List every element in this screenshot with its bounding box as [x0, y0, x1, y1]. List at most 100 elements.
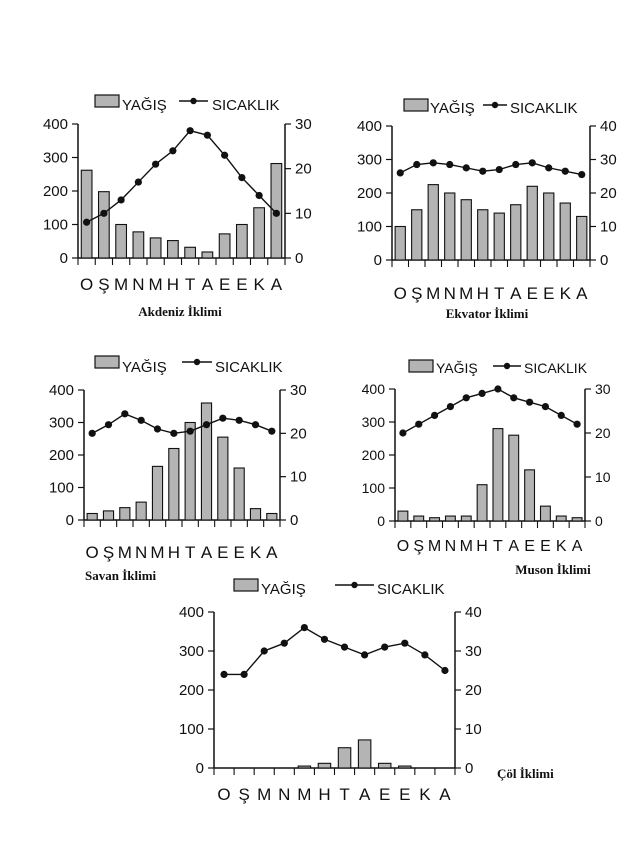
- month-label: Ş: [238, 785, 249, 804]
- sicaklik-point: [251, 421, 260, 429]
- right-tick-label: 0: [465, 760, 473, 777]
- chart-caption: Ekvator İklimi: [446, 306, 529, 321]
- month-label: O: [86, 543, 99, 562]
- left-tick-label: 100: [43, 217, 68, 234]
- month-label: N: [445, 538, 457, 555]
- yagis-bar: [217, 436, 229, 521]
- yagis-bar: [543, 192, 555, 261]
- month-label: A: [271, 275, 283, 294]
- right-tick-label: 0: [595, 513, 603, 529]
- month-label: E: [527, 284, 538, 303]
- sicaklik-point: [578, 170, 586, 179]
- sicaklik-point: [401, 639, 409, 647]
- left-tick-label: 400: [179, 604, 204, 621]
- sicaklik-point: [495, 165, 503, 174]
- month-label: E: [233, 543, 244, 562]
- month-label: M: [426, 284, 440, 303]
- sicaklik-point: [221, 151, 229, 159]
- sicaklik-point: [255, 191, 263, 200]
- month-label: E: [219, 275, 230, 294]
- right-tick-label: 0: [600, 252, 608, 269]
- sicaklik-point: [462, 394, 470, 402]
- sicaklik-point: [479, 167, 487, 175]
- sicaklik-point: [525, 398, 534, 406]
- left-tick-label: 200: [357, 185, 382, 202]
- month-label: M: [257, 785, 271, 804]
- sicaklik-point: [446, 160, 454, 169]
- month-label: Ş: [413, 538, 424, 555]
- right-tick-label: 20: [595, 425, 611, 441]
- right-tick-label: 40: [600, 118, 617, 135]
- yagis-bar: [394, 225, 406, 261]
- month-label: H: [477, 284, 489, 303]
- month-label: T: [185, 543, 195, 562]
- yagis-bar: [297, 765, 312, 769]
- yagis-bar: [86, 512, 98, 521]
- month-label: T: [339, 785, 349, 804]
- month-label: K: [253, 275, 265, 294]
- sicaklik-point: [413, 160, 421, 169]
- month-label: E: [217, 543, 228, 562]
- legend-label-sicaklik: SICAKLIK: [377, 581, 445, 598]
- month-label: O: [217, 785, 230, 804]
- left-tick-label: 300: [43, 150, 68, 167]
- month-label: A: [439, 785, 451, 804]
- yagis-bar: [524, 469, 536, 522]
- sicaklik-point: [381, 643, 389, 651]
- left-tick-label: 400: [357, 118, 382, 135]
- month-label: Ş: [411, 284, 422, 303]
- sicaklik-point: [528, 159, 536, 167]
- yagis-bar: [413, 515, 425, 522]
- legend-line-marker: [503, 362, 511, 370]
- month-label: M: [114, 275, 128, 294]
- sicaklik-point: [235, 416, 243, 424]
- right-tick-label: 0: [295, 250, 303, 267]
- right-tick-label: 10: [600, 219, 617, 236]
- sicaklik-point: [512, 160, 520, 169]
- left-tick-label: 200: [49, 447, 74, 464]
- left-tick-label: 100: [357, 219, 382, 236]
- month-label: A: [202, 275, 214, 294]
- sicaklik-line: [86, 129, 277, 223]
- chart-caption: Akdeniz İklimi: [138, 304, 222, 319]
- month-label: K: [419, 785, 431, 804]
- yagis-bar: [249, 508, 262, 521]
- left-tick-label: 400: [362, 381, 386, 397]
- left-tick-label: 0: [374, 252, 382, 269]
- yagis-bar: [377, 762, 392, 769]
- legend-line-marker: [190, 97, 197, 105]
- month-label: A: [510, 284, 522, 303]
- legend-bar-swatch: [94, 94, 120, 108]
- month-label: M: [150, 543, 164, 562]
- sicaklik-point: [104, 421, 113, 429]
- month-label: N: [135, 543, 147, 562]
- month-label: M: [459, 284, 473, 303]
- month-label: E: [379, 785, 390, 804]
- left-tick-label: 0: [60, 250, 68, 267]
- sicaklik-point: [153, 425, 162, 433]
- month-label: H: [167, 275, 179, 294]
- legend-line-marker: [351, 581, 358, 589]
- legend-label-yagis: YAĞIŞ: [122, 97, 167, 114]
- sicaklik-point: [541, 403, 550, 411]
- sicaklik-point: [169, 147, 177, 155]
- yagis-bar: [115, 223, 128, 259]
- yagis-bar: [184, 246, 197, 259]
- month-label: E: [543, 284, 554, 303]
- yagis-bar: [168, 447, 180, 521]
- sicaklik-point: [441, 666, 449, 675]
- yagis-bar: [166, 240, 179, 259]
- month-label: M: [149, 275, 163, 294]
- yagis-bar: [559, 202, 571, 261]
- yagis-bar: [218, 233, 231, 259]
- left-tick-label: 100: [179, 721, 204, 738]
- legend-label-sicaklik: SICAKLIK: [524, 360, 588, 376]
- left-tick-label: 200: [43, 183, 68, 200]
- yagis-bar: [411, 209, 423, 261]
- month-label: H: [318, 785, 330, 804]
- yagis-bar: [337, 747, 352, 769]
- month-label: H: [476, 538, 488, 555]
